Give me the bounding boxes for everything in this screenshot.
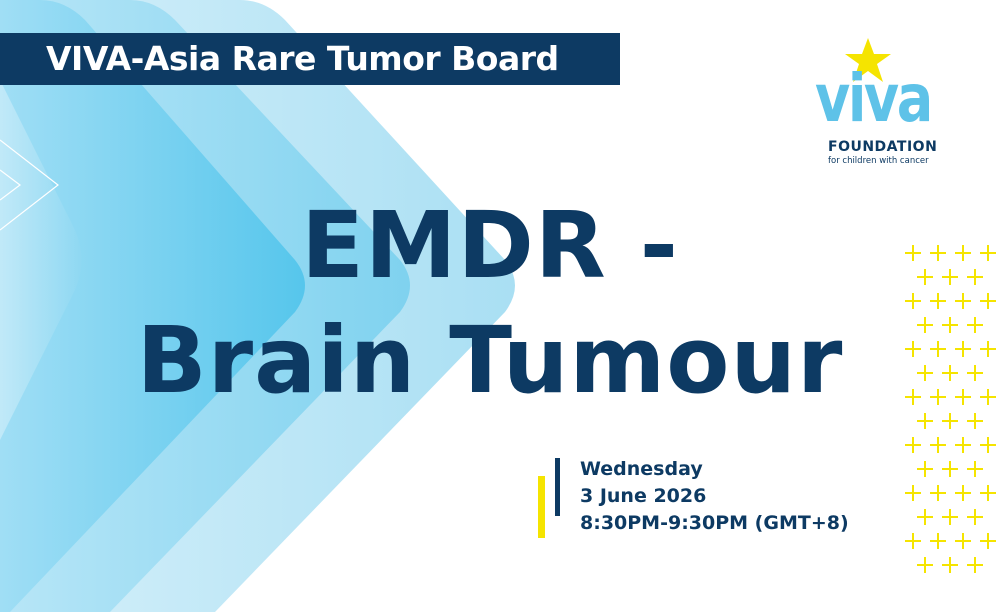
logo-foundation: FOUNDATION [828, 139, 938, 155]
plus-icon [955, 341, 971, 357]
plus-icon [917, 269, 933, 285]
plus-icon [980, 293, 996, 309]
series-banner: VIVA-Asia Rare Tumor Board [0, 33, 620, 85]
plus-icon [905, 293, 921, 309]
event-time: 8:30PM-9:30PM (GMT+8) [580, 512, 849, 534]
plus-icon [955, 533, 971, 549]
plus-icon [930, 245, 946, 261]
plus-icon [905, 341, 921, 357]
plus-icon [980, 389, 996, 405]
plus-icon [917, 509, 933, 525]
plus-icon [942, 365, 958, 381]
event-date: 3 June 2026 [580, 485, 707, 507]
logo-tagline: for children with cancer [828, 156, 929, 166]
plus-icon [930, 293, 946, 309]
plus-icon [905, 389, 921, 405]
plus-icon [917, 557, 933, 573]
plus-icon [967, 557, 983, 573]
plus-icon [980, 437, 996, 453]
plus-icon [980, 341, 996, 357]
plus-icon [980, 485, 996, 501]
plus-icon [905, 245, 921, 261]
plus-icon [905, 485, 921, 501]
plus-icon [967, 413, 983, 429]
headline-line-1: EMDR - [301, 192, 679, 299]
plus-icon [917, 317, 933, 333]
plus-icon [930, 389, 946, 405]
plus-icon [955, 389, 971, 405]
plus-icon [967, 461, 983, 477]
yellow-accent-bar [538, 476, 545, 538]
plus-icon [917, 413, 933, 429]
plus-icon [955, 437, 971, 453]
plus-icon [942, 557, 958, 573]
plus-icon [967, 365, 983, 381]
plus-icon [955, 293, 971, 309]
plus-icon [942, 461, 958, 477]
outline-chevron [0, 139, 59, 231]
plus-icon [967, 317, 983, 333]
series-title: VIVA-Asia Rare Tumor Board [46, 39, 559, 78]
event-details: Wednesday 3 June 2026 8:30PM-9:30PM (GMT… [580, 456, 849, 537]
plus-icon [930, 437, 946, 453]
plus-icon [967, 269, 983, 285]
plus-icon [955, 245, 971, 261]
event-day: Wednesday [580, 458, 703, 480]
plus-icon [917, 461, 933, 477]
viva-foundation-logo: viva FOUNDATION for children with cancer [812, 36, 937, 171]
plus-icon [942, 509, 958, 525]
plus-icon [942, 269, 958, 285]
plus-icon [955, 485, 971, 501]
plus-icon [905, 533, 921, 549]
chevron-inner [0, 80, 82, 440]
navy-accent-bar [555, 458, 560, 516]
plus-pattern [905, 245, 996, 573]
chevron-3 [0, 0, 305, 612]
plus-icon [967, 509, 983, 525]
plus-icon [917, 365, 933, 381]
plus-icon [980, 245, 996, 261]
headline-line-2: Brain Tumour [136, 307, 844, 414]
plus-icon [930, 341, 946, 357]
plus-icon [905, 437, 921, 453]
plus-icon [980, 533, 996, 549]
plus-icon [930, 533, 946, 549]
plus-icon [942, 317, 958, 333]
plus-icon [942, 413, 958, 429]
logo-word: viva [815, 60, 933, 137]
star-icon [845, 38, 891, 82]
plus-icon [930, 485, 946, 501]
